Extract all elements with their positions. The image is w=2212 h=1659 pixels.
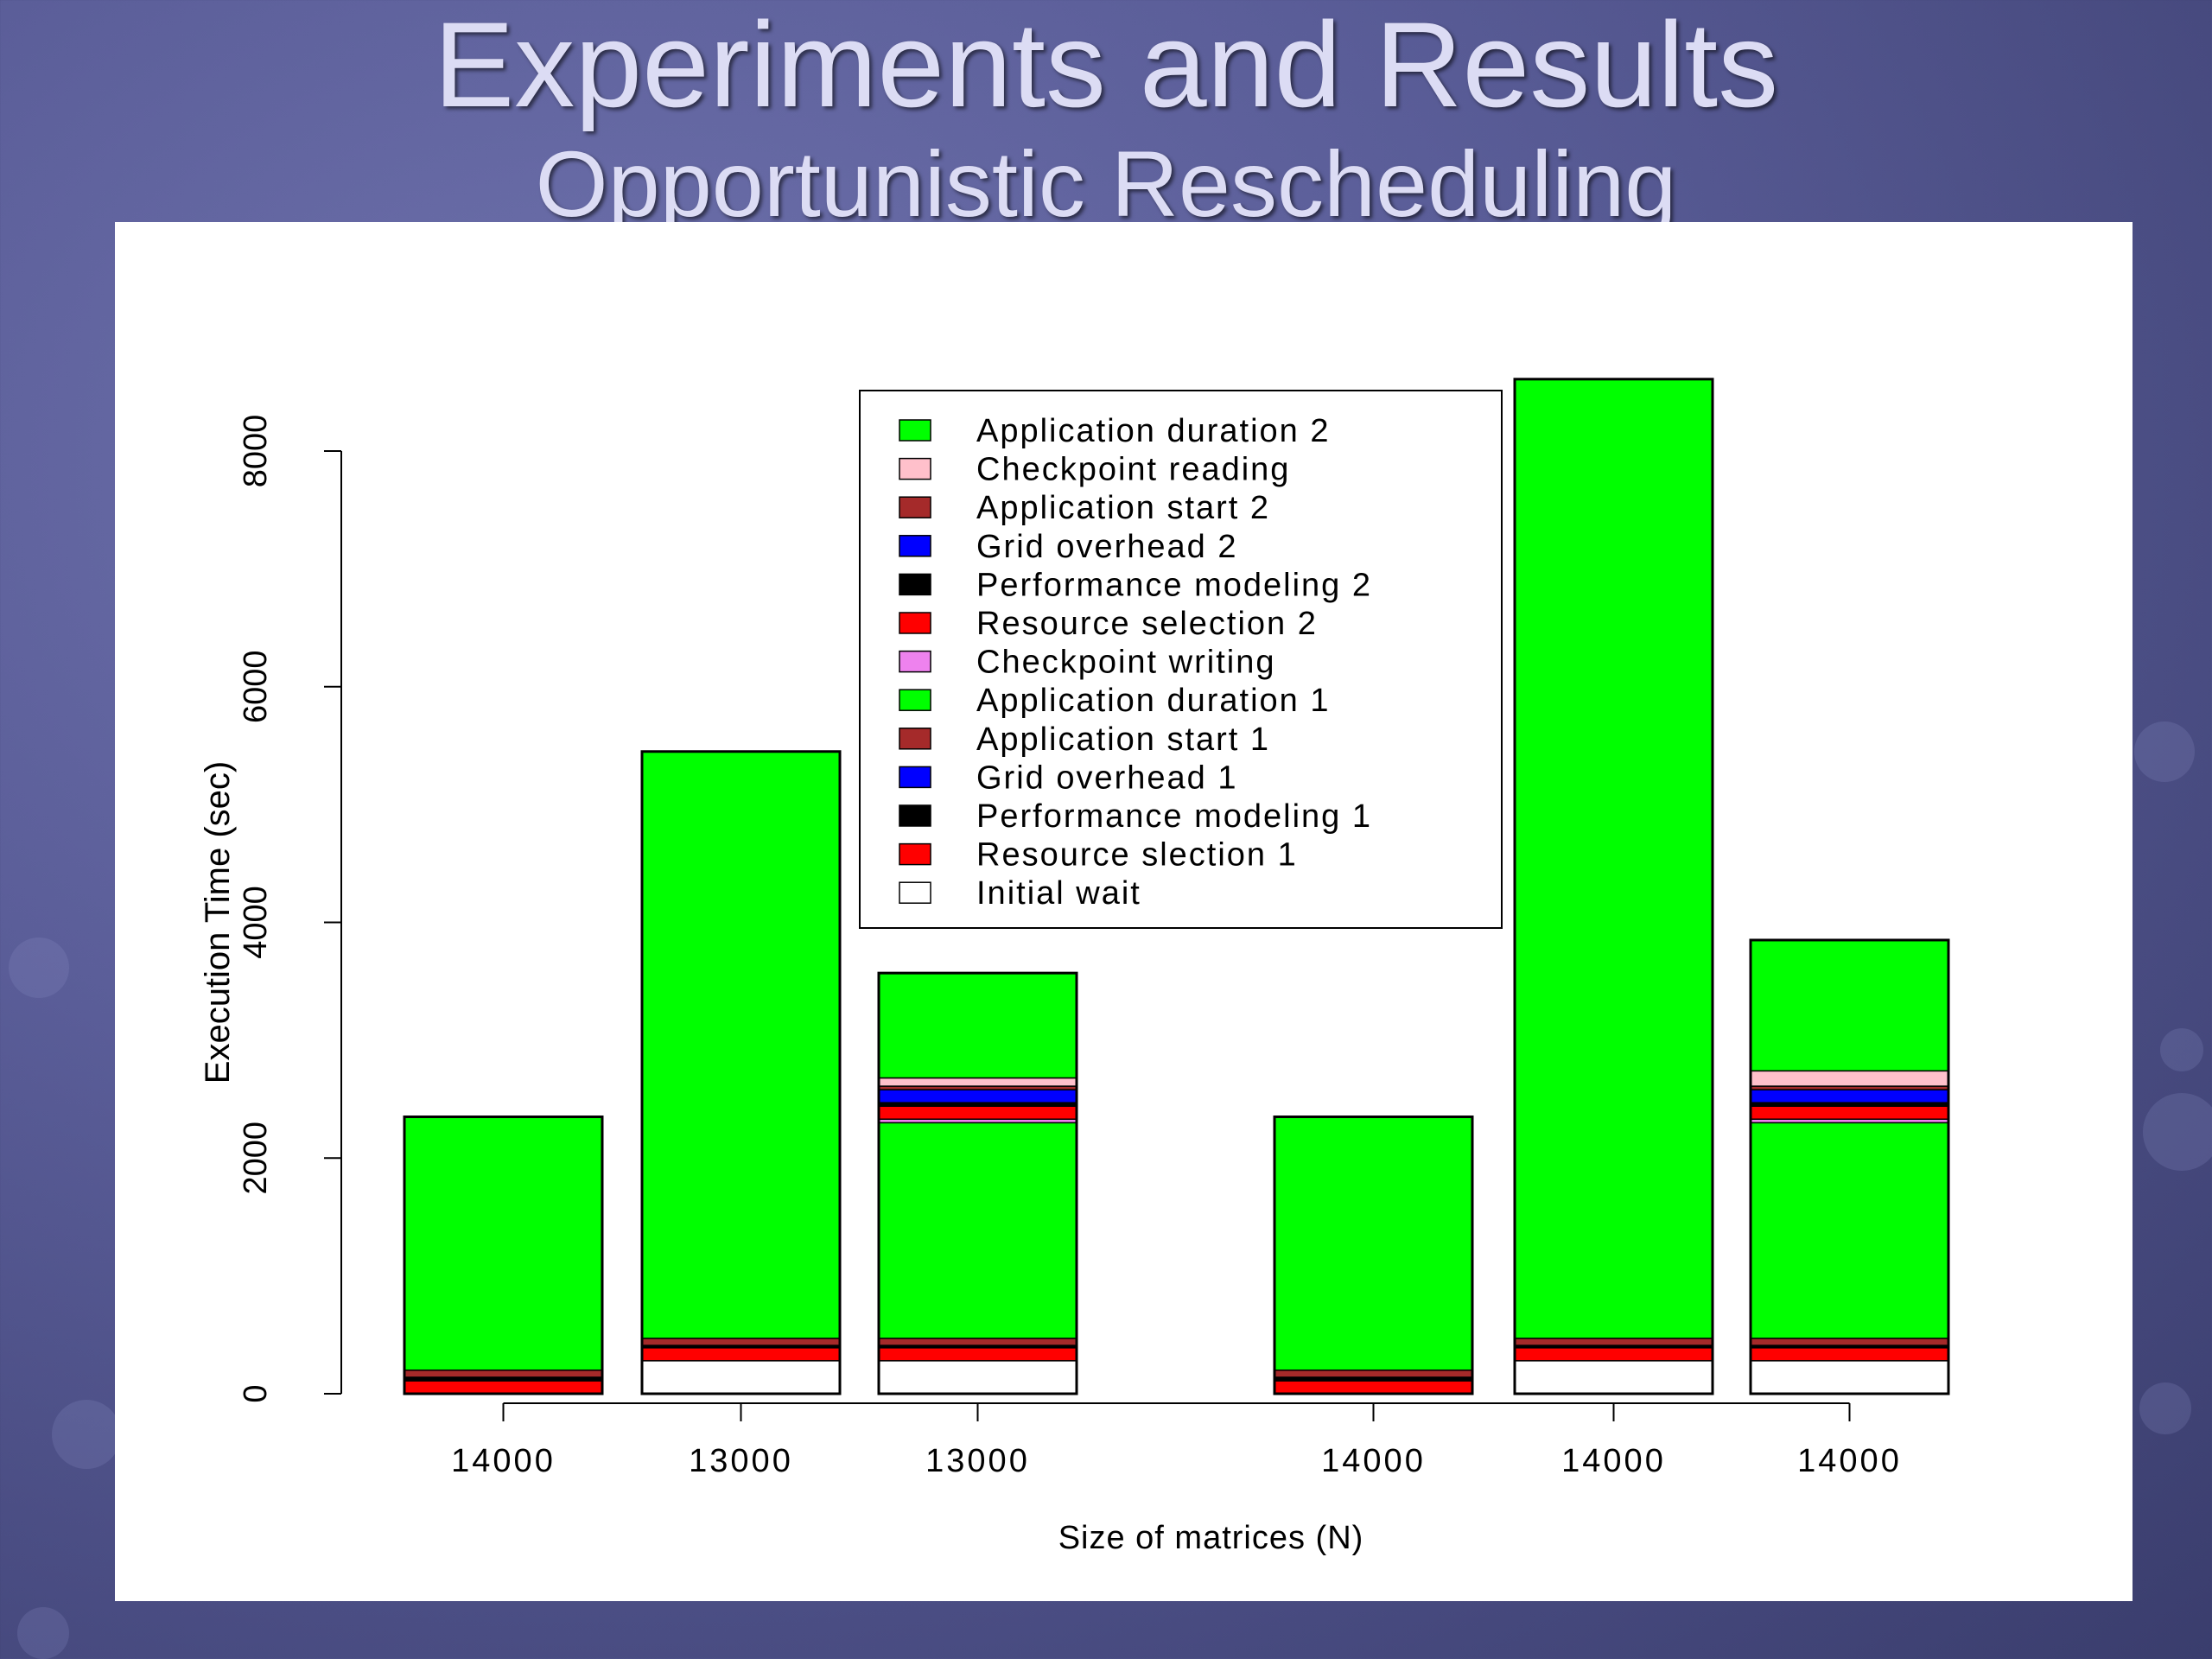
bar-segment-application-duration-1	[1514, 378, 1713, 1339]
legend-label: Initial wait	[976, 875, 1141, 912]
bar-outline	[403, 1116, 604, 1395]
bar-segment-application-start-1	[1274, 1369, 1473, 1378]
bar-segment-initial-wait	[641, 1360, 841, 1395]
legend-label: Application duration 2	[976, 413, 1330, 449]
bar-segment-application-duration-1	[1750, 1122, 1949, 1339]
x-tick-label: 14000	[1561, 1443, 1666, 1479]
legend-swatch	[899, 804, 931, 827]
x-tick-label: 14000	[1797, 1443, 1902, 1479]
legend-swatch	[899, 842, 931, 866]
bar-segment-application-start-1	[878, 1338, 1077, 1346]
chart-panel: 0 2000 4000 6000 8000 Execution Time (sec) 140…	[115, 222, 2133, 1601]
legend-label: Checkpoint reading	[976, 452, 1290, 488]
bar-segment-grid-overhead-2	[878, 1089, 1077, 1103]
bar-segment-application-start-1	[641, 1338, 841, 1346]
bar-segment-checkpoint-reading	[878, 1077, 1077, 1087]
bar-outline	[1513, 378, 1714, 1395]
legend-label: Grid overhead 2	[976, 529, 1238, 565]
legend-swatch	[899, 496, 931, 518]
bar-segment-resource-slection-1	[1274, 1380, 1473, 1395]
x-tick-label: 13000	[689, 1443, 793, 1479]
legend-swatch	[899, 457, 931, 480]
legend-label: Application start 2	[976, 490, 1270, 526]
bar-segment-application-duration-1	[878, 1122, 1077, 1339]
bar-segment-resource-slection-1	[1750, 1347, 1949, 1362]
background-decoration	[2143, 1093, 2212, 1171]
bar-outline	[877, 971, 1078, 1395]
legend-swatch	[899, 881, 931, 904]
legend-label: Resource selection 2	[976, 606, 1318, 642]
bar-segment-application-duration-1	[404, 1116, 603, 1371]
y-tick-label: 4000	[238, 886, 274, 959]
legend-label: Grid overhead 1	[976, 760, 1238, 796]
legend-swatch	[899, 419, 931, 442]
bar-segment-application-start-1	[1514, 1338, 1713, 1346]
legend-swatch	[899, 573, 931, 596]
y-tick-label: 8000	[238, 415, 274, 488]
background-decoration	[2134, 721, 2195, 782]
legend-label: Resource slection 1	[976, 837, 1298, 874]
bar-segment-application-duration-1	[641, 751, 841, 1339]
stacked-bar-chart: 0 2000 4000 6000 8000 Execution Time (sec) 140…	[199, 378, 1950, 1556]
bar-segment-resource-selection-2	[1750, 1105, 1949, 1120]
legend-label: Application duration 1	[976, 683, 1330, 719]
bar-segment-checkpoint-reading	[1750, 1070, 1949, 1087]
bar-segment-resource-slection-1	[404, 1380, 603, 1395]
legend-swatch	[899, 650, 931, 673]
bar-segment-resource-slection-1	[1514, 1347, 1713, 1362]
bar-segment-application-start-1	[1750, 1338, 1949, 1346]
bar-outline	[1749, 938, 1950, 1395]
bar-segment-initial-wait	[1514, 1360, 1713, 1395]
bar-outline	[640, 750, 842, 1395]
bar-segment-application-duration-1	[1274, 1116, 1473, 1371]
bar-outline	[1273, 1116, 1474, 1395]
legend-label: Performance modeling 2	[976, 567, 1372, 603]
bar-segment-application-duration-2	[878, 972, 1077, 1079]
bar-segment-application-start-1	[404, 1369, 603, 1378]
bar-segment-resource-selection-2	[878, 1105, 1077, 1120]
legend-label: Application start 1	[976, 721, 1270, 758]
y-tick-label: 2000	[238, 1122, 274, 1195]
bar-segment-initial-wait	[878, 1360, 1077, 1395]
x-tick-label: 13000	[925, 1443, 1030, 1479]
slide-title: Experiments and Results	[433, 0, 1779, 132]
background-decoration	[17, 1607, 69, 1659]
x-tick-label: 14000	[451, 1443, 556, 1479]
bar-segment-resource-slection-1	[641, 1347, 841, 1362]
legend-swatch	[899, 689, 931, 711]
background-decoration	[52, 1400, 121, 1469]
bar-segment-initial-wait	[1750, 1360, 1949, 1395]
y-tick-label: 6000	[238, 650, 274, 723]
x-axis-label: Size of matrices (N)	[1058, 1520, 1364, 1556]
legend-swatch	[899, 535, 931, 557]
background-decoration	[9, 938, 69, 998]
bar-segment-grid-overhead-2	[1750, 1089, 1949, 1103]
legend-swatch	[899, 612, 931, 634]
legend-swatch	[899, 728, 931, 750]
background-decoration	[2160, 1028, 2203, 1071]
legend-swatch	[899, 766, 931, 789]
bar-segment-resource-slection-1	[878, 1347, 1077, 1362]
legend-label: Performance modeling 1	[976, 798, 1372, 835]
legend-box	[859, 390, 1503, 929]
bar-segment-application-duration-2	[1750, 939, 1949, 1072]
legend-label: Checkpoint writing	[976, 645, 1275, 681]
background-decoration	[2139, 1382, 2191, 1434]
y-tick-label: 0	[238, 1384, 274, 1402]
slide-subtitle: Opportunistic Rescheduling	[535, 131, 1677, 236]
y-axis-label: Execution Time (sec)	[199, 761, 237, 1084]
x-tick-label: 14000	[1321, 1443, 1426, 1479]
